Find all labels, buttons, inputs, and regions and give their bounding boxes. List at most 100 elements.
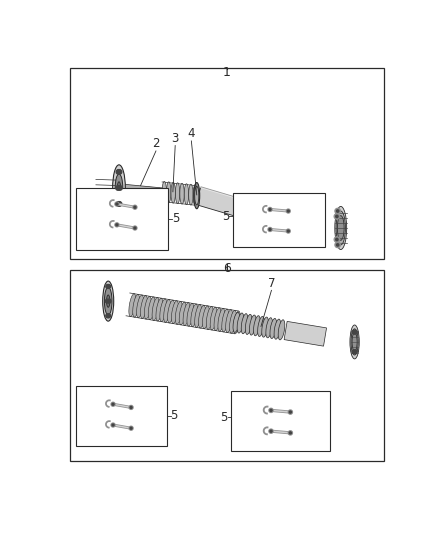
Bar	[231, 391, 330, 451]
Ellipse shape	[194, 187, 199, 205]
Circle shape	[106, 299, 109, 303]
Circle shape	[107, 285, 110, 288]
Circle shape	[107, 314, 110, 318]
Ellipse shape	[193, 185, 198, 206]
Ellipse shape	[307, 213, 314, 244]
Ellipse shape	[233, 311, 240, 334]
Ellipse shape	[210, 307, 217, 330]
Text: 4: 4	[187, 127, 195, 140]
Circle shape	[286, 229, 290, 233]
Circle shape	[335, 208, 340, 214]
Circle shape	[336, 215, 338, 217]
Circle shape	[288, 431, 293, 435]
Circle shape	[134, 206, 136, 208]
Circle shape	[336, 238, 338, 241]
Circle shape	[269, 208, 271, 211]
Text: 6: 6	[223, 262, 231, 275]
Circle shape	[352, 330, 356, 334]
Ellipse shape	[102, 281, 114, 321]
Ellipse shape	[175, 301, 182, 324]
Ellipse shape	[352, 333, 357, 351]
Ellipse shape	[336, 211, 346, 245]
Bar	[76, 386, 167, 446]
Text: 2: 2	[152, 137, 160, 150]
Circle shape	[269, 408, 273, 413]
Ellipse shape	[106, 295, 110, 308]
Ellipse shape	[266, 318, 272, 338]
Ellipse shape	[350, 325, 359, 359]
Circle shape	[336, 210, 339, 212]
Circle shape	[130, 407, 132, 408]
Ellipse shape	[198, 305, 205, 328]
Circle shape	[287, 210, 289, 212]
Ellipse shape	[337, 216, 344, 240]
Ellipse shape	[335, 206, 346, 249]
Ellipse shape	[171, 182, 175, 203]
Ellipse shape	[179, 302, 186, 325]
Ellipse shape	[191, 304, 198, 327]
Ellipse shape	[117, 182, 121, 194]
Ellipse shape	[164, 300, 171, 322]
Ellipse shape	[166, 182, 171, 203]
Ellipse shape	[113, 165, 125, 211]
Polygon shape	[294, 214, 321, 242]
Ellipse shape	[115, 174, 123, 202]
Bar	[70, 68, 384, 259]
Circle shape	[107, 299, 111, 303]
Circle shape	[334, 237, 339, 242]
Ellipse shape	[189, 184, 193, 205]
Circle shape	[335, 242, 340, 248]
Ellipse shape	[291, 214, 298, 242]
Ellipse shape	[318, 214, 325, 242]
Circle shape	[133, 205, 137, 209]
Circle shape	[336, 244, 339, 246]
Ellipse shape	[152, 297, 159, 320]
Ellipse shape	[226, 310, 233, 333]
Ellipse shape	[194, 305, 201, 327]
Ellipse shape	[254, 316, 260, 336]
Bar	[233, 193, 325, 247]
Ellipse shape	[180, 183, 184, 204]
Ellipse shape	[206, 306, 213, 329]
Ellipse shape	[222, 309, 229, 332]
Ellipse shape	[194, 182, 200, 209]
Ellipse shape	[351, 329, 358, 355]
Circle shape	[116, 169, 121, 174]
Circle shape	[288, 410, 293, 414]
Ellipse shape	[175, 183, 180, 204]
Circle shape	[115, 223, 119, 227]
Circle shape	[353, 330, 357, 334]
Circle shape	[112, 403, 114, 405]
Ellipse shape	[270, 318, 277, 338]
Circle shape	[270, 430, 272, 432]
Polygon shape	[122, 184, 162, 196]
Circle shape	[286, 209, 290, 213]
Ellipse shape	[171, 301, 178, 324]
Ellipse shape	[274, 319, 281, 339]
Ellipse shape	[160, 299, 167, 321]
Ellipse shape	[241, 313, 248, 334]
Circle shape	[116, 203, 118, 205]
Ellipse shape	[148, 297, 155, 320]
Ellipse shape	[162, 181, 166, 202]
Ellipse shape	[145, 296, 151, 319]
Circle shape	[134, 227, 136, 229]
Circle shape	[116, 224, 118, 226]
Circle shape	[129, 426, 133, 430]
Circle shape	[130, 427, 132, 429]
Text: 1: 1	[223, 66, 231, 79]
Ellipse shape	[218, 309, 225, 332]
Ellipse shape	[184, 184, 189, 205]
Circle shape	[269, 229, 271, 230]
Text: 5: 5	[220, 411, 228, 424]
Circle shape	[290, 432, 291, 434]
Circle shape	[112, 424, 114, 426]
Text: 7: 7	[268, 277, 275, 289]
Ellipse shape	[133, 294, 140, 317]
Bar	[76, 188, 168, 249]
Circle shape	[117, 169, 122, 174]
Polygon shape	[196, 187, 297, 233]
Ellipse shape	[249, 315, 256, 335]
Circle shape	[133, 226, 137, 230]
Ellipse shape	[214, 308, 221, 330]
